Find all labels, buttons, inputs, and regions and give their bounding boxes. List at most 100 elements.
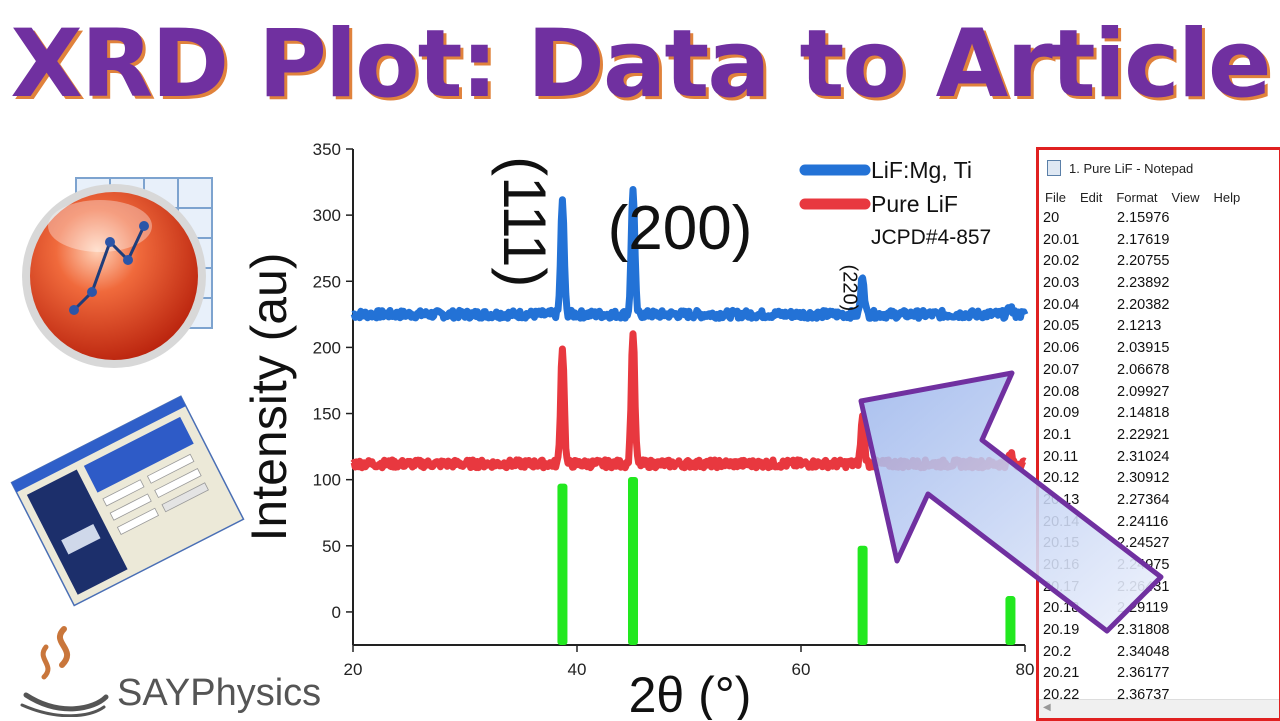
sayphysics-logo-icon: [20, 626, 109, 717]
notepad-x-value: 20.15: [1043, 535, 1080, 552]
notepad-line: 20.04 2.20382: [1043, 295, 1279, 317]
notepad-y-value: 2.06678: [1117, 361, 1170, 378]
notepad-y-value: 2.03915: [1117, 340, 1170, 357]
x-axis-label: 2θ (°): [629, 667, 752, 720]
x-tick-label: 80: [1016, 660, 1035, 679]
notepad-line: 20 2.15976: [1043, 208, 1279, 230]
y-tick-label: 200: [313, 338, 341, 357]
peak-label: (220): [839, 265, 861, 312]
notepad-y-value: 2.34048: [1117, 643, 1170, 660]
notepad-horizontal-scrollbar[interactable]: ◀: [1039, 699, 1279, 718]
notepad-y-value: 2.30912: [1117, 470, 1170, 487]
notepad-x-value: 20.05: [1043, 318, 1080, 335]
notepad-x-value: 20.06: [1043, 340, 1080, 357]
y-tick-label: 50: [322, 537, 341, 556]
notepad-y-value: 2.24116: [1117, 513, 1169, 530]
y-tick-label: 100: [313, 471, 341, 490]
notepad-line: 20.08 2.09927: [1043, 382, 1279, 404]
notepad-y-value: 2.17619: [1117, 231, 1170, 248]
notepad-line: 20.13 2.27364: [1043, 490, 1279, 512]
series-line: [350, 186, 1029, 322]
notepad-x-value: 20.19: [1043, 622, 1080, 639]
legend-label: Pure LiF: [871, 191, 958, 217]
notepad-menubar: File Edit Format View Help: [1039, 186, 1279, 208]
menu-view[interactable]: View: [1171, 189, 1200, 205]
page-title: XRD Plot: Data to Article: [10, 10, 1271, 119]
notepad-x-value: 20.21: [1043, 665, 1080, 682]
notepad-x-value: 20.16: [1043, 557, 1080, 573]
notepad-x-value: 20.14: [1043, 513, 1080, 530]
notepad-x-value: 20.01: [1043, 231, 1080, 248]
menu-help[interactable]: Help: [1213, 189, 1241, 205]
reference-bar: [1005, 596, 1016, 645]
notepad-line: 20.21 2.36177: [1043, 663, 1279, 685]
legend-label: JCPD#4-857: [871, 226, 991, 249]
notepad-line: 20.03 2.23892: [1043, 273, 1279, 295]
notepad-y-value: 2.20382: [1117, 296, 1170, 313]
notepad-y-value: 2.1213: [1117, 318, 1162, 335]
reference-bar: [857, 545, 868, 645]
notepad-y-value: 2.31808: [1117, 622, 1170, 639]
notepad-x-value: 20.2: [1043, 643, 1072, 660]
notepad-line: 20.01 2.17619: [1043, 230, 1279, 252]
menu-file[interactable]: File: [1045, 189, 1066, 205]
notepad-x-value: 20: [1043, 210, 1060, 226]
notepad-y-value: 2.15976: [1117, 210, 1170, 226]
peak-label: (111): [491, 156, 558, 287]
notepad-x-value: 20.18: [1043, 600, 1080, 617]
menu-edit[interactable]: Edit: [1079, 189, 1103, 205]
notepad-line: 20.2 2.34048: [1043, 642, 1279, 664]
notepad-x-value: 20.1: [1043, 426, 1072, 443]
reference-bar: [628, 477, 638, 645]
notepad-line: 20.16 2.24975: [1043, 555, 1279, 577]
notepad-y-value: 2.20755: [1117, 253, 1170, 270]
notepad-text-area[interactable]: 20 2.15976 20.01 2.17619 20.02 2.20755 20.03 2.…: [1039, 208, 1279, 707]
notepad-line: 20.05 2.1213: [1043, 316, 1279, 338]
stoe-software-screenshot: [10, 395, 245, 607]
notepad-y-value: 2.14818: [1117, 405, 1170, 422]
notepad-file-icon: [1047, 160, 1061, 176]
notepad-line: 20.1 2.22921: [1043, 425, 1279, 447]
y-tick-label: 150: [313, 405, 341, 424]
notepad-y-value: 2.22921: [1117, 426, 1170, 443]
notepad-y-value: 2.27364: [1117, 491, 1170, 508]
notepad-x-value: 20.03: [1043, 275, 1080, 292]
notepad-y-value: 2.23892: [1117, 275, 1170, 292]
notepad-titlebar[interactable]: 1. Pure LiF - Notepad: [1039, 150, 1279, 186]
y-axis-label: Intensity (au): [241, 252, 297, 541]
notepad-y-value: 2.26431: [1117, 578, 1170, 595]
notepad-title: 1. Pure LiF - Notepad: [1069, 160, 1194, 176]
notepad-line: 20.14 2.24116: [1043, 512, 1279, 534]
notepad-line: 20.18 2.29119: [1043, 598, 1279, 620]
peak-label: (200): [608, 194, 753, 263]
x-tick-label: 60: [792, 660, 811, 679]
notepad-x-value: 20.09: [1043, 405, 1080, 422]
notepad-window[interactable]: 1. Pure LiF - Notepad File Edit Format V…: [1036, 147, 1280, 721]
notepad-line: 20.19 2.31808: [1043, 620, 1279, 642]
notepad-y-value: 2.29119: [1117, 600, 1169, 617]
y-tick-label: 0: [332, 603, 341, 622]
notepad-line: 20.17 2.26431: [1043, 577, 1279, 599]
notepad-x-value: 20.12: [1043, 470, 1080, 487]
notepad-line: 20.07 2.06678: [1043, 360, 1279, 382]
notepad-x-value: 20.02: [1043, 253, 1080, 270]
notepad-line: 20.09 2.14818: [1043, 403, 1279, 425]
notepad-line: 20.02 2.20755: [1043, 251, 1279, 273]
notepad-x-value: 20.17: [1043, 578, 1080, 595]
notepad-x-value: 20.04: [1043, 296, 1080, 313]
origin-software-icon: [22, 177, 213, 368]
plot-area: 0 50 100 150 200 250 300 350 20 40 60 80 2θ (°) Inten…: [241, 140, 1034, 720]
series-line: [350, 330, 1028, 472]
brand-name: SAYPhysics: [117, 672, 322, 714]
x-tick-label: 40: [568, 660, 587, 679]
legend-label: LiF:Mg, Ti: [871, 157, 972, 183]
notepad-y-value: 2.36177: [1117, 665, 1170, 682]
notepad-y-value: 2.24527: [1117, 535, 1170, 552]
y-tick-label: 250: [313, 272, 341, 291]
menu-format[interactable]: Format: [1116, 189, 1158, 205]
notepad-line: 20.12 2.30912: [1043, 468, 1279, 490]
notepad-y-value: 2.24975: [1117, 557, 1170, 573]
scroll-left-arrow-icon[interactable]: ◀: [1043, 702, 1051, 713]
x-tick-label: 20: [344, 660, 363, 679]
